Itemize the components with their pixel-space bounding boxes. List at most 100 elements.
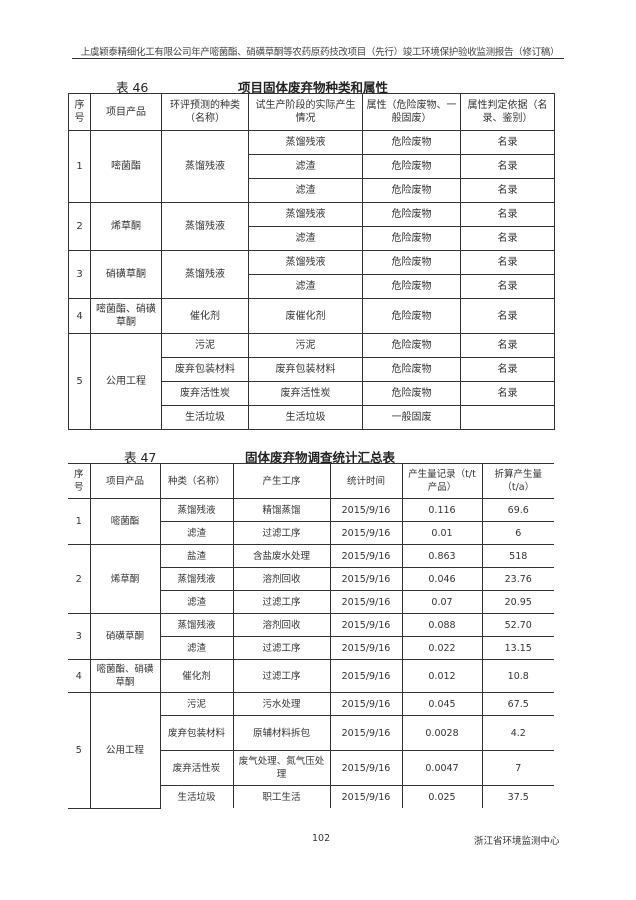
- table-row: 4 嘧菌酯、硝磺草酮 催化剂 废催化剂 危险废物 名录: [68, 298, 555, 334]
- row-number: 4: [68, 659, 91, 693]
- column-header: 序号: [68, 463, 91, 499]
- table-cell: 0.045: [401, 692, 483, 716]
- table-cell: 0.025: [401, 785, 483, 808]
- table-47: 序号 项目产品 种类（名称） 产生工序 统计时间 产生量记录（t/t产品） 折算产生量（t/…: [68, 463, 554, 809]
- table-cell: 0.0028: [401, 715, 483, 751]
- row-number: 2: [68, 544, 91, 614]
- table-cell: 20.95: [481, 590, 554, 614]
- table-cell: 废弃包装材料: [159, 715, 234, 751]
- table-cell: 危险废物: [362, 178, 461, 203]
- table-cell: 名录: [460, 178, 555, 203]
- table-cell: 溶剂回收: [232, 567, 331, 591]
- table-cell: 危险废物: [362, 333, 461, 358]
- table-cell: 污泥: [248, 333, 363, 358]
- table-cell: 滤渣: [248, 226, 363, 251]
- column-header: 属性（危险废物、一般固废）: [362, 93, 461, 131]
- table-cell: 蒸馏残液: [159, 567, 234, 591]
- product-cell: 烯草酮: [90, 202, 162, 251]
- table-cell: 10.8: [481, 659, 554, 693]
- table-cell: 0.863: [401, 544, 483, 568]
- table-cell: 废弃活性炭: [159, 750, 234, 786]
- table-cell: 69.6: [481, 498, 554, 522]
- table-cell: 催化剂: [159, 659, 234, 693]
- table-row: 2 烯草酮 蒸馏残液 蒸馏残液 危险废物 名录: [68, 202, 555, 251]
- table-cell: 名录: [460, 226, 555, 251]
- table-cell: 滤渣: [248, 178, 363, 203]
- table-row: 滤渣 危险废物 名录: [69, 274, 555, 299]
- table-cell: 7: [481, 750, 554, 786]
- table-cell: 滤渣: [248, 154, 363, 179]
- table-cell: 职工生活: [232, 785, 331, 808]
- page-number: 102: [312, 833, 331, 844]
- row-number: 5: [68, 333, 91, 430]
- table-cell: 过滤工序: [232, 521, 331, 545]
- table-cell: 0.088: [401, 613, 483, 637]
- table-cell: 蒸馏残液: [159, 613, 234, 637]
- header-row: 序号 项目产品 种类（名称） 产生工序 统计时间 产生量记录（t/t产品） 折算产生量（t/…: [68, 463, 554, 499]
- table46-label: 表 46: [116, 80, 149, 95]
- table-cell: 危险废物: [362, 298, 461, 334]
- header-rule: [72, 58, 564, 59]
- table-cell: 过滤工序: [232, 659, 331, 693]
- table-46: 序号 项目产品 环评预测的种类（名称） 试生产阶段的实际产生情况 属性（危险废物、一般固…: [68, 93, 555, 430]
- table-cell: 2015/9/16: [329, 498, 403, 522]
- table-cell: 2015/9/16: [329, 715, 403, 751]
- table-cell: 2015/9/16: [329, 613, 403, 637]
- table-cell: 危险废物: [362, 202, 461, 227]
- table-row: 4 嘧菌酯、硝磺草酮 催化剂 过滤工序 2015/9/16 0.012 10.8: [68, 659, 554, 693]
- row-number: 2: [68, 202, 91, 251]
- product-cell: 嘧菌酯、硝磺草酮: [90, 298, 162, 334]
- table-cell: 盐渣: [159, 544, 234, 568]
- column-header: 项目产品: [89, 463, 161, 499]
- column-header: 折算产生量（t/a）: [481, 463, 554, 499]
- column-header: 产生量记录（t/t产品）: [401, 463, 483, 499]
- table-cell: 名录: [460, 274, 555, 299]
- table-cell: 名录: [460, 381, 555, 406]
- table-cell: 名录: [460, 250, 555, 275]
- table-row: 废弃活性炭 废气处理、氮气压处理 2015/9/16 0.0047 7: [68, 750, 554, 786]
- table-cell: 生活垃圾: [248, 405, 363, 430]
- product-cell: 烯草酮: [89, 544, 161, 614]
- table-cell: 蒸馏残液: [248, 130, 363, 155]
- table-cell: 废弃活性炭: [248, 381, 363, 406]
- table-cell: 名录: [460, 298, 555, 334]
- table-cell: [460, 405, 555, 430]
- predicted-type-cell: 蒸馏残液: [161, 130, 249, 203]
- table-cell: 0.022: [401, 636, 483, 660]
- column-header: 统计时间: [329, 463, 403, 499]
- table-cell: 0.01: [401, 521, 483, 545]
- table-row: 3 硝磺草酮 蒸馏残液 溶剂回收 2015/9/16 0.088 52.70: [68, 613, 554, 660]
- product-cell: 硝磺草酮: [90, 250, 162, 299]
- column-header: 种类（名称）: [159, 463, 234, 499]
- table-cell: 危险废物: [362, 130, 461, 155]
- table-cell: 2015/9/16: [329, 636, 403, 660]
- table-cell: 过滤工序: [232, 590, 331, 614]
- table-cell: 滤渣: [159, 590, 234, 614]
- table-row: 1 嘧菌酯 蒸馏残液 蒸馏残液 危险废物 名录: [68, 130, 555, 203]
- table-cell: 名录: [460, 154, 555, 179]
- row-number: 1: [68, 498, 91, 545]
- predicted-type-cell: 蒸馏残液: [161, 202, 249, 251]
- table-cell: 一般固废: [362, 405, 461, 430]
- table-cell: 52.70: [481, 613, 554, 637]
- table-row: 生活垃圾 职工生活 2015/9/16 0.025 37.5: [68, 785, 554, 808]
- table-cell: 危险废物: [362, 357, 461, 382]
- table-cell: 废弃包装材料: [161, 357, 249, 382]
- table-cell: 危险废物: [362, 154, 461, 179]
- table-cell: 6: [481, 521, 554, 545]
- table-cell: 2015/9/16: [329, 692, 403, 716]
- table-cell: 过滤工序: [232, 636, 331, 660]
- table-cell: 原辅材料拆包: [232, 715, 331, 751]
- product-cell: 嘧菌酯、硝磺草酮: [89, 659, 161, 693]
- predicted-type-cell: 蒸馏残液: [161, 250, 249, 299]
- product-cell: 嘧菌酯: [89, 498, 161, 545]
- table46-title: 项目固体废弃物种类和属性: [238, 80, 389, 95]
- table-cell: 2015/9/16: [329, 590, 403, 614]
- table-cell: 精馏蒸馏: [232, 498, 331, 522]
- table-cell: 溶剂回收: [232, 613, 331, 637]
- table-cell: 污泥: [159, 692, 234, 716]
- product-cell: 公用工程: [89, 692, 161, 809]
- table-cell: 废弃包装材料: [248, 357, 363, 382]
- table-row: 5 公用工程 污泥 污水处理 2015/9/16 0.045 67.5: [68, 692, 554, 809]
